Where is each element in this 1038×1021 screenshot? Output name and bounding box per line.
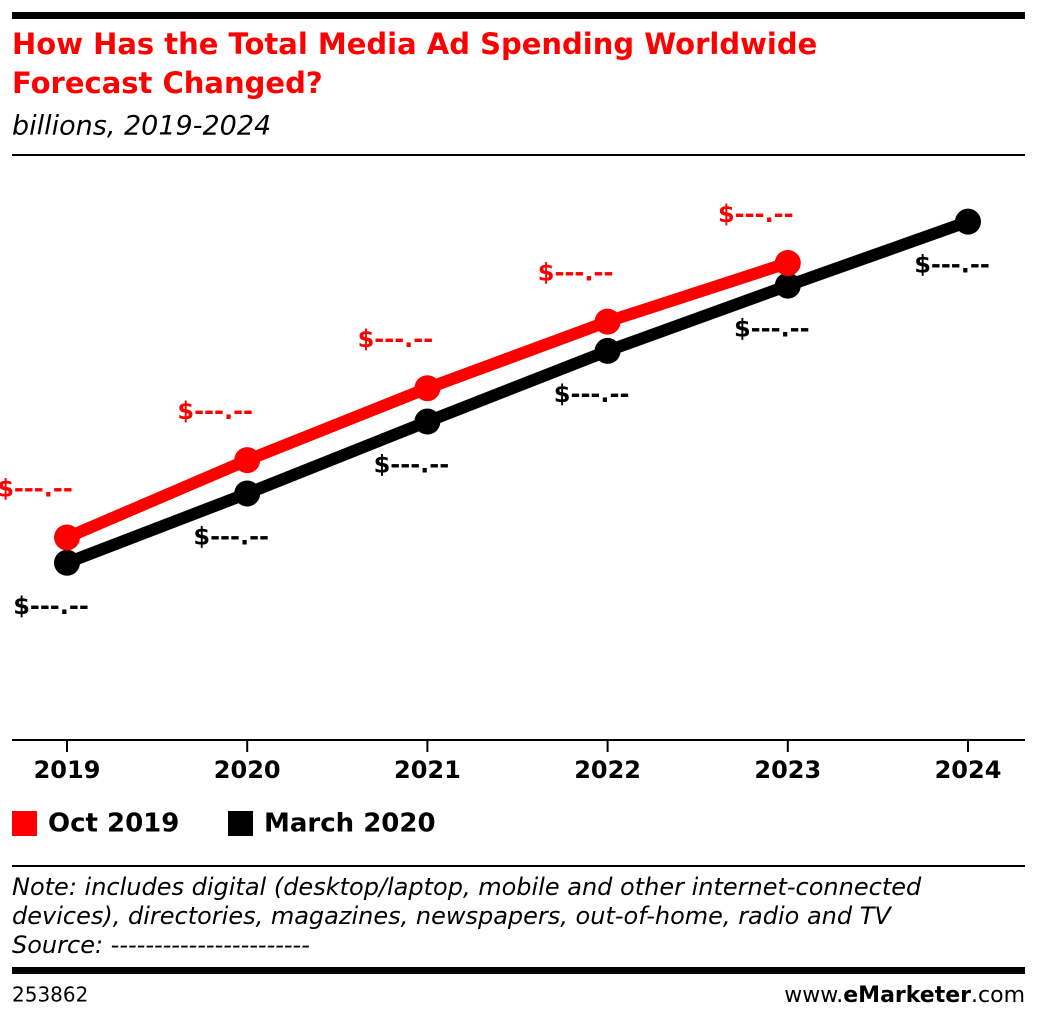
brand: www.eMarketer.com bbox=[784, 983, 1025, 1008]
point bbox=[54, 549, 80, 576]
source: Source: ----------------------- bbox=[12, 931, 310, 959]
legend-swatch bbox=[12, 811, 37, 836]
brand-part: .com bbox=[971, 983, 1025, 1008]
series-line bbox=[64, 216, 971, 569]
value-label: $---.-- bbox=[554, 380, 630, 408]
value-label: $---.-- bbox=[718, 200, 794, 228]
value-label: $---.-- bbox=[734, 315, 810, 343]
value-label: $---.-- bbox=[177, 397, 253, 425]
x-tick-label: 2019 bbox=[34, 756, 101, 784]
point bbox=[414, 375, 441, 402]
legend-swatch bbox=[228, 811, 253, 836]
x-tick-label: 2023 bbox=[754, 756, 821, 784]
point bbox=[414, 408, 441, 435]
x-tick-label: 2022 bbox=[574, 756, 641, 784]
value-label: $---.-- bbox=[538, 259, 614, 287]
top-rule bbox=[12, 12, 1025, 19]
brand-part: www. bbox=[784, 983, 843, 1008]
chart-title: Forecast Changed? bbox=[12, 66, 323, 100]
value-label: $---.-- bbox=[13, 592, 89, 620]
chart-title: How Has the Total Media Ad Spending Worl… bbox=[12, 27, 817, 61]
brand-part: eMarketer bbox=[843, 983, 971, 1008]
point bbox=[234, 447, 261, 474]
x-tick-label: 2021 bbox=[394, 756, 461, 784]
chart-id: 253862 bbox=[12, 983, 88, 1007]
legend-label: March 2020 bbox=[264, 809, 436, 839]
value-label: $---.-- bbox=[193, 522, 269, 550]
point bbox=[594, 337, 621, 364]
note: devices), directories, magazines, newspa… bbox=[12, 902, 892, 930]
x-tick-label: 2024 bbox=[935, 756, 1002, 784]
point bbox=[774, 272, 801, 299]
value-label: $---.-- bbox=[0, 474, 73, 502]
point bbox=[54, 524, 80, 551]
point bbox=[234, 480, 261, 507]
x-tick-label: 2020 bbox=[214, 756, 281, 784]
point bbox=[955, 208, 981, 235]
point bbox=[594, 308, 621, 335]
value-label: $---.-- bbox=[358, 325, 434, 353]
note: Note: includes digital (desktop/laptop, … bbox=[12, 873, 922, 901]
bottom-rule bbox=[12, 967, 1025, 974]
value-label: $---.-- bbox=[374, 451, 450, 479]
legend-label: Oct 2019 bbox=[48, 809, 179, 839]
point bbox=[774, 249, 801, 276]
value-label: $---.-- bbox=[914, 251, 990, 279]
chart-subtitle: billions, 2019-2024 bbox=[12, 111, 271, 142]
